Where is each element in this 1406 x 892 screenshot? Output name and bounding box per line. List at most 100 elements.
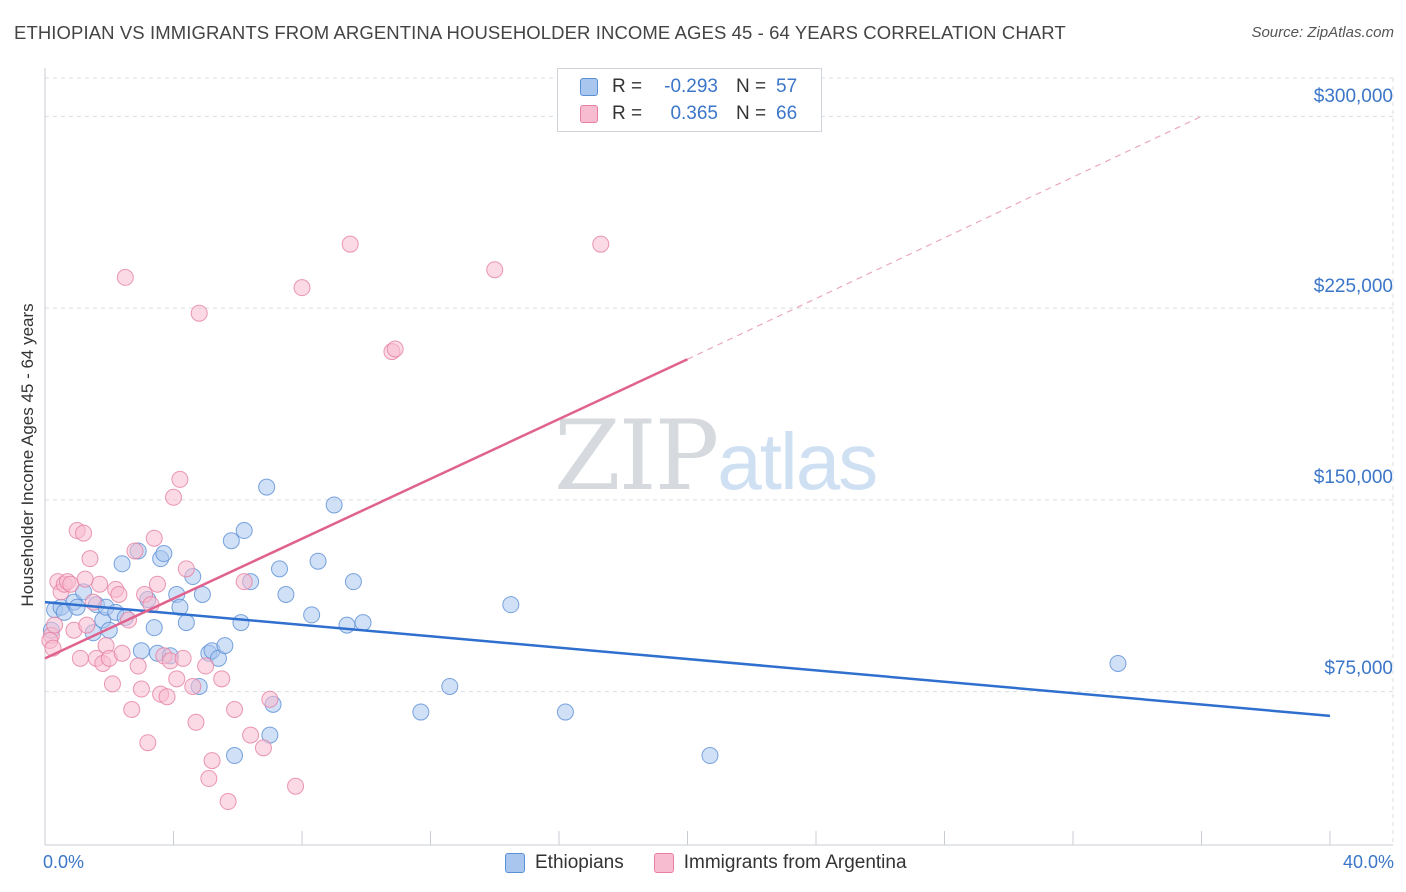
argentina-point [242, 726, 260, 744]
argentina-point [592, 235, 610, 253]
argentina-point [116, 268, 134, 286]
ethiopian-point [354, 614, 372, 632]
argentina-point [145, 529, 163, 547]
argentina-point [197, 657, 215, 675]
ethiopian-point [232, 614, 250, 632]
argentina-point [486, 261, 504, 279]
argentina-point [293, 279, 311, 297]
argentina-point [62, 575, 80, 593]
series-legend-argentina: Immigrants from Argentina [653, 852, 907, 874]
argentina-point [78, 616, 96, 634]
legend-swatch-ethiopians [580, 78, 598, 96]
argentina-point [226, 700, 244, 718]
legend-n-value: 66 [776, 103, 798, 124]
argentina-point [254, 739, 272, 757]
ethiopian-point [145, 619, 163, 637]
watermark-atlas: atlas [717, 417, 878, 506]
argentina-point [171, 470, 189, 488]
argentina-points [41, 235, 610, 811]
argentina-point [168, 670, 186, 688]
argentina-point [76, 570, 94, 588]
argentina-point [158, 688, 176, 706]
legend-r-value: 0.365 [670, 103, 718, 124]
argentina-point [126, 542, 144, 560]
legend-r-value: -0.293 [664, 76, 718, 97]
argentina-point [219, 793, 237, 811]
argentina-trend-extension [687, 115, 1202, 360]
series-swatch-argentina [653, 853, 674, 873]
legend-n-label: N = [736, 103, 767, 124]
x-tick-label-max: 40.0% [1342, 852, 1394, 872]
y-tick-label: $75,000 [1324, 658, 1393, 679]
argentina-point [139, 734, 157, 752]
ethiopian-point [222, 532, 240, 550]
legend-n-value: 57 [776, 76, 798, 97]
argentina-point [200, 770, 218, 788]
argentina-point [148, 575, 166, 593]
argentina-point [113, 644, 131, 662]
ethiopian-point [309, 552, 327, 570]
argentina-point [174, 649, 192, 667]
argentina-point [287, 777, 305, 795]
ethiopian-point [235, 522, 253, 540]
ethiopian-point [1109, 654, 1127, 672]
trend-lines [44, 115, 1331, 718]
argentina-point [75, 524, 93, 542]
ethiopian-point [177, 614, 195, 632]
ethiopian-point [113, 555, 131, 573]
series-legend-ethiopians: Ethiopians [505, 852, 624, 874]
argentina-point [71, 649, 89, 667]
argentina-point [341, 235, 359, 253]
ethiopian-point [155, 545, 173, 563]
ethiopian-point [412, 703, 430, 721]
y-tick-label: $300,000 [1313, 86, 1393, 107]
ethiopian-point [344, 573, 362, 591]
axes [44, 68, 1393, 846]
argentina-point [132, 680, 150, 698]
series-swatch-ethiopians [505, 853, 525, 873]
argentina-point [129, 657, 147, 675]
chart-title: ETHIOPIAN VS IMMIGRANTS FROM ARGENTINA H… [14, 22, 1066, 43]
argentina-point [110, 585, 128, 603]
ethiopian-point [216, 637, 234, 655]
y-tick-label: $150,000 [1313, 467, 1393, 488]
argentina-point [213, 670, 231, 688]
ethiopian-point [502, 596, 520, 614]
argentina-point [187, 713, 205, 731]
ethiopian-point [338, 616, 356, 634]
legend-swatch-argentina [580, 105, 598, 123]
ethiopian-point [277, 585, 295, 603]
legend-row-argentina: R = 0.365 N = 66 [580, 103, 797, 125]
argentina-trend-line [44, 358, 689, 660]
argentina-point [165, 488, 182, 506]
argentina-point [91, 575, 109, 593]
series-legend: Ethiopians Immigrants from Argentina [505, 852, 937, 874]
legend-row-ethiopians: R = -0.293 N = 57 [580, 76, 797, 98]
argentina-point [46, 616, 64, 634]
source-label: Source: ZipAtlas.com [1251, 24, 1394, 41]
ethiopian-point [258, 478, 276, 496]
argentina-point [190, 304, 208, 322]
ethiopian-point [441, 677, 459, 695]
ethiopians-points [42, 478, 1127, 765]
legend-n-label: N = [736, 76, 767, 97]
argentina-point [177, 560, 195, 578]
watermark: ZIPatlas [554, 400, 878, 512]
legend-r-label: R = [612, 103, 643, 124]
ethiopian-point [226, 747, 244, 765]
argentina-point [386, 340, 404, 358]
correlation-legend: R = -0.293 N = 57 R = 0.365 N = 66 [557, 68, 822, 132]
argentina-point [203, 752, 221, 770]
watermark-zip: ZIP [554, 400, 719, 512]
ethiopian-point [132, 642, 150, 660]
argentina-point [261, 690, 279, 708]
ethiopian-point [556, 703, 574, 721]
series-label-ethiopians: Ethiopians [535, 852, 624, 873]
ethiopian-point [701, 747, 719, 765]
argentina-point [235, 573, 253, 591]
legend-r-label: R = [612, 76, 643, 97]
ethiopian-point [303, 606, 321, 624]
ethiopian-point [325, 496, 343, 514]
argentina-point [81, 550, 99, 568]
